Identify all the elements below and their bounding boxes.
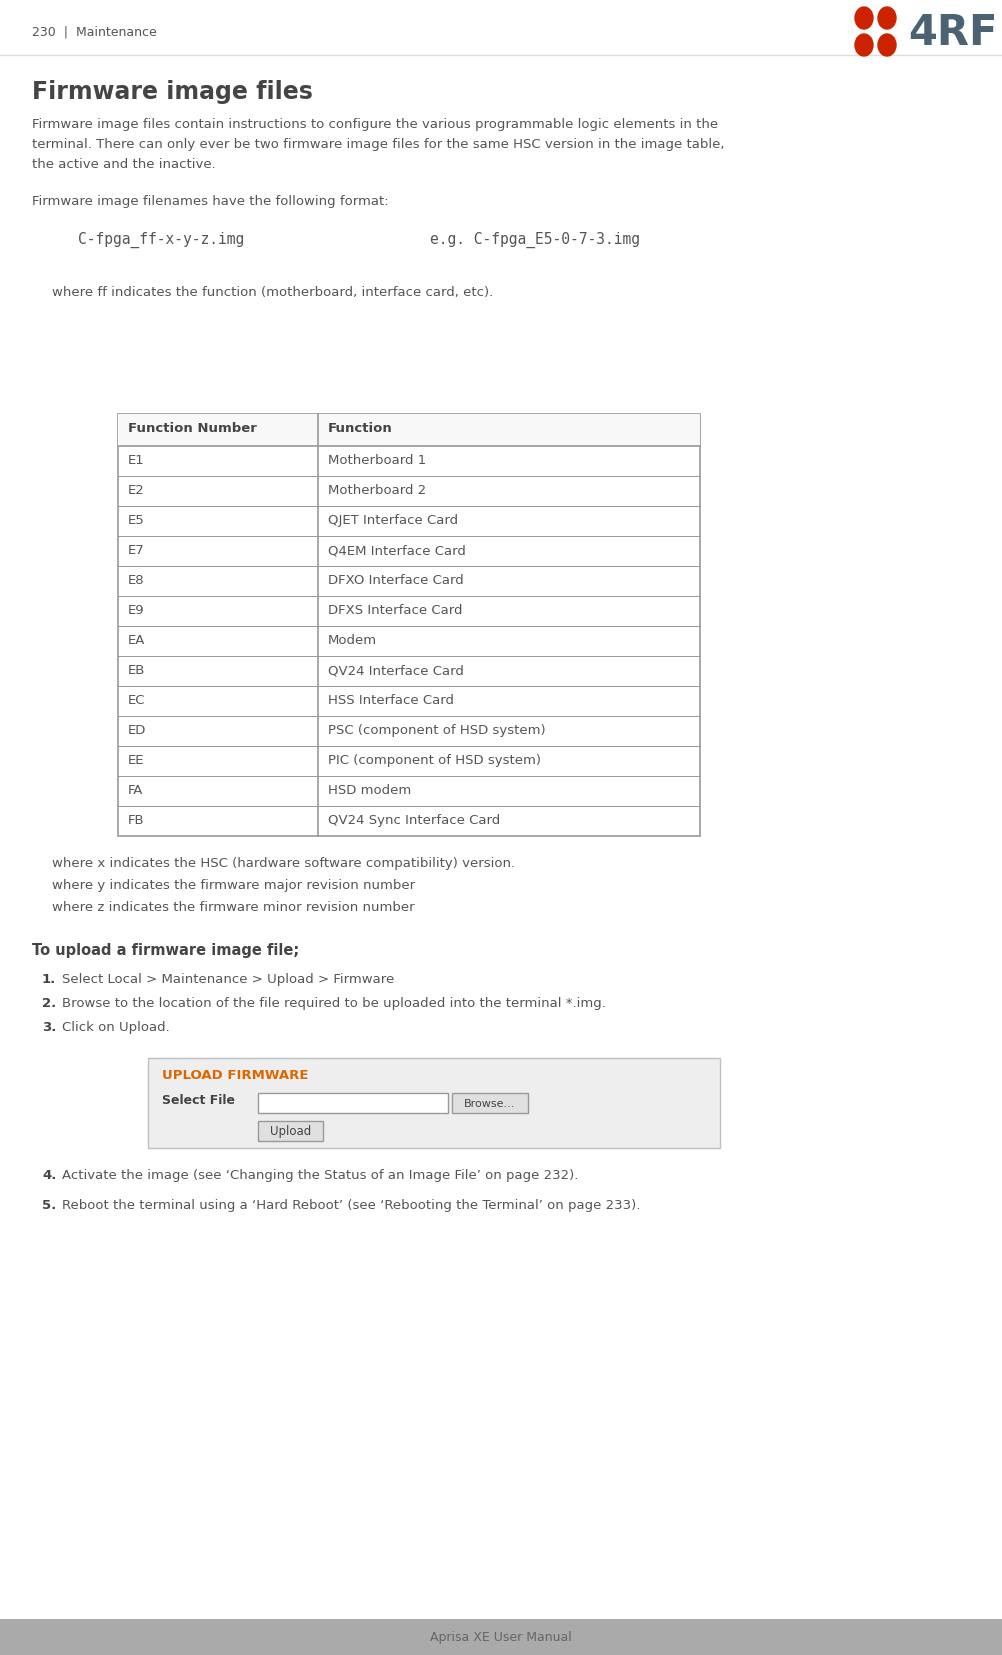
Text: Function Number: Function Number (128, 422, 257, 435)
Text: Firmware image filenames have the following format:: Firmware image filenames have the follow… (32, 195, 388, 209)
Text: 5.: 5. (42, 1198, 56, 1211)
Text: where y indicates the firmware major revision number: where y indicates the firmware major rev… (52, 879, 415, 892)
Text: Browse...: Browse... (464, 1099, 515, 1109)
Text: Select File: Select File (162, 1094, 234, 1106)
Bar (118, 415, 699, 836)
Bar (258, 1122, 323, 1142)
Text: 1.: 1. (42, 973, 56, 985)
Text: QJET Interface Card: QJET Interface Card (328, 513, 458, 526)
Text: Motherboard 1: Motherboard 1 (328, 453, 426, 467)
Bar (118, 415, 699, 447)
Text: Aprisa XE User Manual: Aprisa XE User Manual (430, 1630, 571, 1643)
Text: UPLOAD FIRMWARE: UPLOAD FIRMWARE (162, 1069, 309, 1081)
Text: Firmware image files: Firmware image files (32, 79, 313, 104)
Text: e.g. C-fpga_E5-0-7-3.img: e.g. C-fpga_E5-0-7-3.img (430, 232, 639, 248)
Bar (148, 1058, 719, 1149)
Text: where x indicates the HSC (hardware software compatibility) version.: where x indicates the HSC (hardware soft… (52, 857, 515, 869)
Bar (0, 1619, 1002, 1655)
Text: E5: E5 (128, 513, 144, 526)
Text: Motherboard 2: Motherboard 2 (328, 483, 426, 496)
Text: EE: EE (128, 753, 144, 766)
Text: EC: EC (128, 693, 145, 707)
Ellipse shape (854, 8, 872, 30)
Text: Activate the image (see ‘Changing the Status of an Image File’ on page 232).: Activate the image (see ‘Changing the St… (62, 1168, 578, 1182)
Text: 230  |  Maintenance: 230 | Maintenance (32, 25, 156, 38)
Text: Reboot the terminal using a ‘Hard Reboot’ (see ‘Rebooting the Terminal’ on page : Reboot the terminal using a ‘Hard Reboot… (62, 1198, 639, 1211)
Text: DFXO Interface Card: DFXO Interface Card (328, 574, 463, 586)
Text: Select Local > Maintenance > Upload > Firmware: Select Local > Maintenance > Upload > Fi… (62, 973, 394, 985)
Text: PSC (component of HSD system): PSC (component of HSD system) (328, 723, 545, 736)
Bar (258, 1094, 448, 1114)
Text: FB: FB (128, 814, 144, 826)
Text: 3.: 3. (42, 1021, 56, 1033)
Text: PIC (component of HSD system): PIC (component of HSD system) (328, 753, 540, 766)
Text: Q4EM Interface Card: Q4EM Interface Card (328, 544, 465, 556)
Text: EB: EB (128, 664, 145, 677)
Text: where ff indicates the function (motherboard, interface card, etc).: where ff indicates the function (motherb… (52, 286, 493, 300)
Text: Browse to the location of the file required to be uploaded into the terminal *.i: Browse to the location of the file requi… (62, 996, 605, 1010)
Text: Modem: Modem (328, 634, 377, 647)
Ellipse shape (877, 35, 895, 56)
Ellipse shape (854, 35, 872, 56)
Text: DFXS Interface Card: DFXS Interface Card (328, 604, 462, 617)
Text: 4.: 4. (42, 1168, 56, 1182)
Text: 2.: 2. (42, 996, 56, 1010)
Text: E2: E2 (128, 483, 144, 496)
Text: EA: EA (128, 634, 145, 647)
Text: QV24 Sync Interface Card: QV24 Sync Interface Card (328, 814, 500, 826)
Text: Firmware image files contain instructions to configure the various programmable : Firmware image files contain instruction… (32, 118, 717, 131)
Text: Upload: Upload (270, 1125, 311, 1139)
Ellipse shape (877, 8, 895, 30)
Text: FA: FA (128, 783, 143, 796)
Text: E9: E9 (128, 604, 144, 617)
Text: Click on Upload.: Click on Upload. (62, 1021, 169, 1033)
Text: Function: Function (328, 422, 393, 435)
Text: E8: E8 (128, 574, 144, 586)
Text: terminal. There can only ever be two firmware image files for the same HSC versi: terminal. There can only ever be two fir… (32, 137, 723, 151)
Text: QV24 Interface Card: QV24 Interface Card (328, 664, 463, 677)
Text: HSD modem: HSD modem (328, 783, 411, 796)
Text: HSS Interface Card: HSS Interface Card (328, 693, 454, 707)
Text: To upload a firmware image file;: To upload a firmware image file; (32, 942, 299, 958)
Text: C-fpga_ff-x-y-z.img: C-fpga_ff-x-y-z.img (78, 232, 244, 248)
Text: the active and the inactive.: the active and the inactive. (32, 157, 215, 170)
Text: ED: ED (128, 723, 146, 736)
Text: where z indicates the firmware minor revision number: where z indicates the firmware minor rev… (52, 900, 414, 914)
Bar (452, 1094, 527, 1114)
Text: 4RF: 4RF (907, 12, 997, 53)
Text: E1: E1 (128, 453, 144, 467)
Text: E7: E7 (128, 544, 144, 556)
